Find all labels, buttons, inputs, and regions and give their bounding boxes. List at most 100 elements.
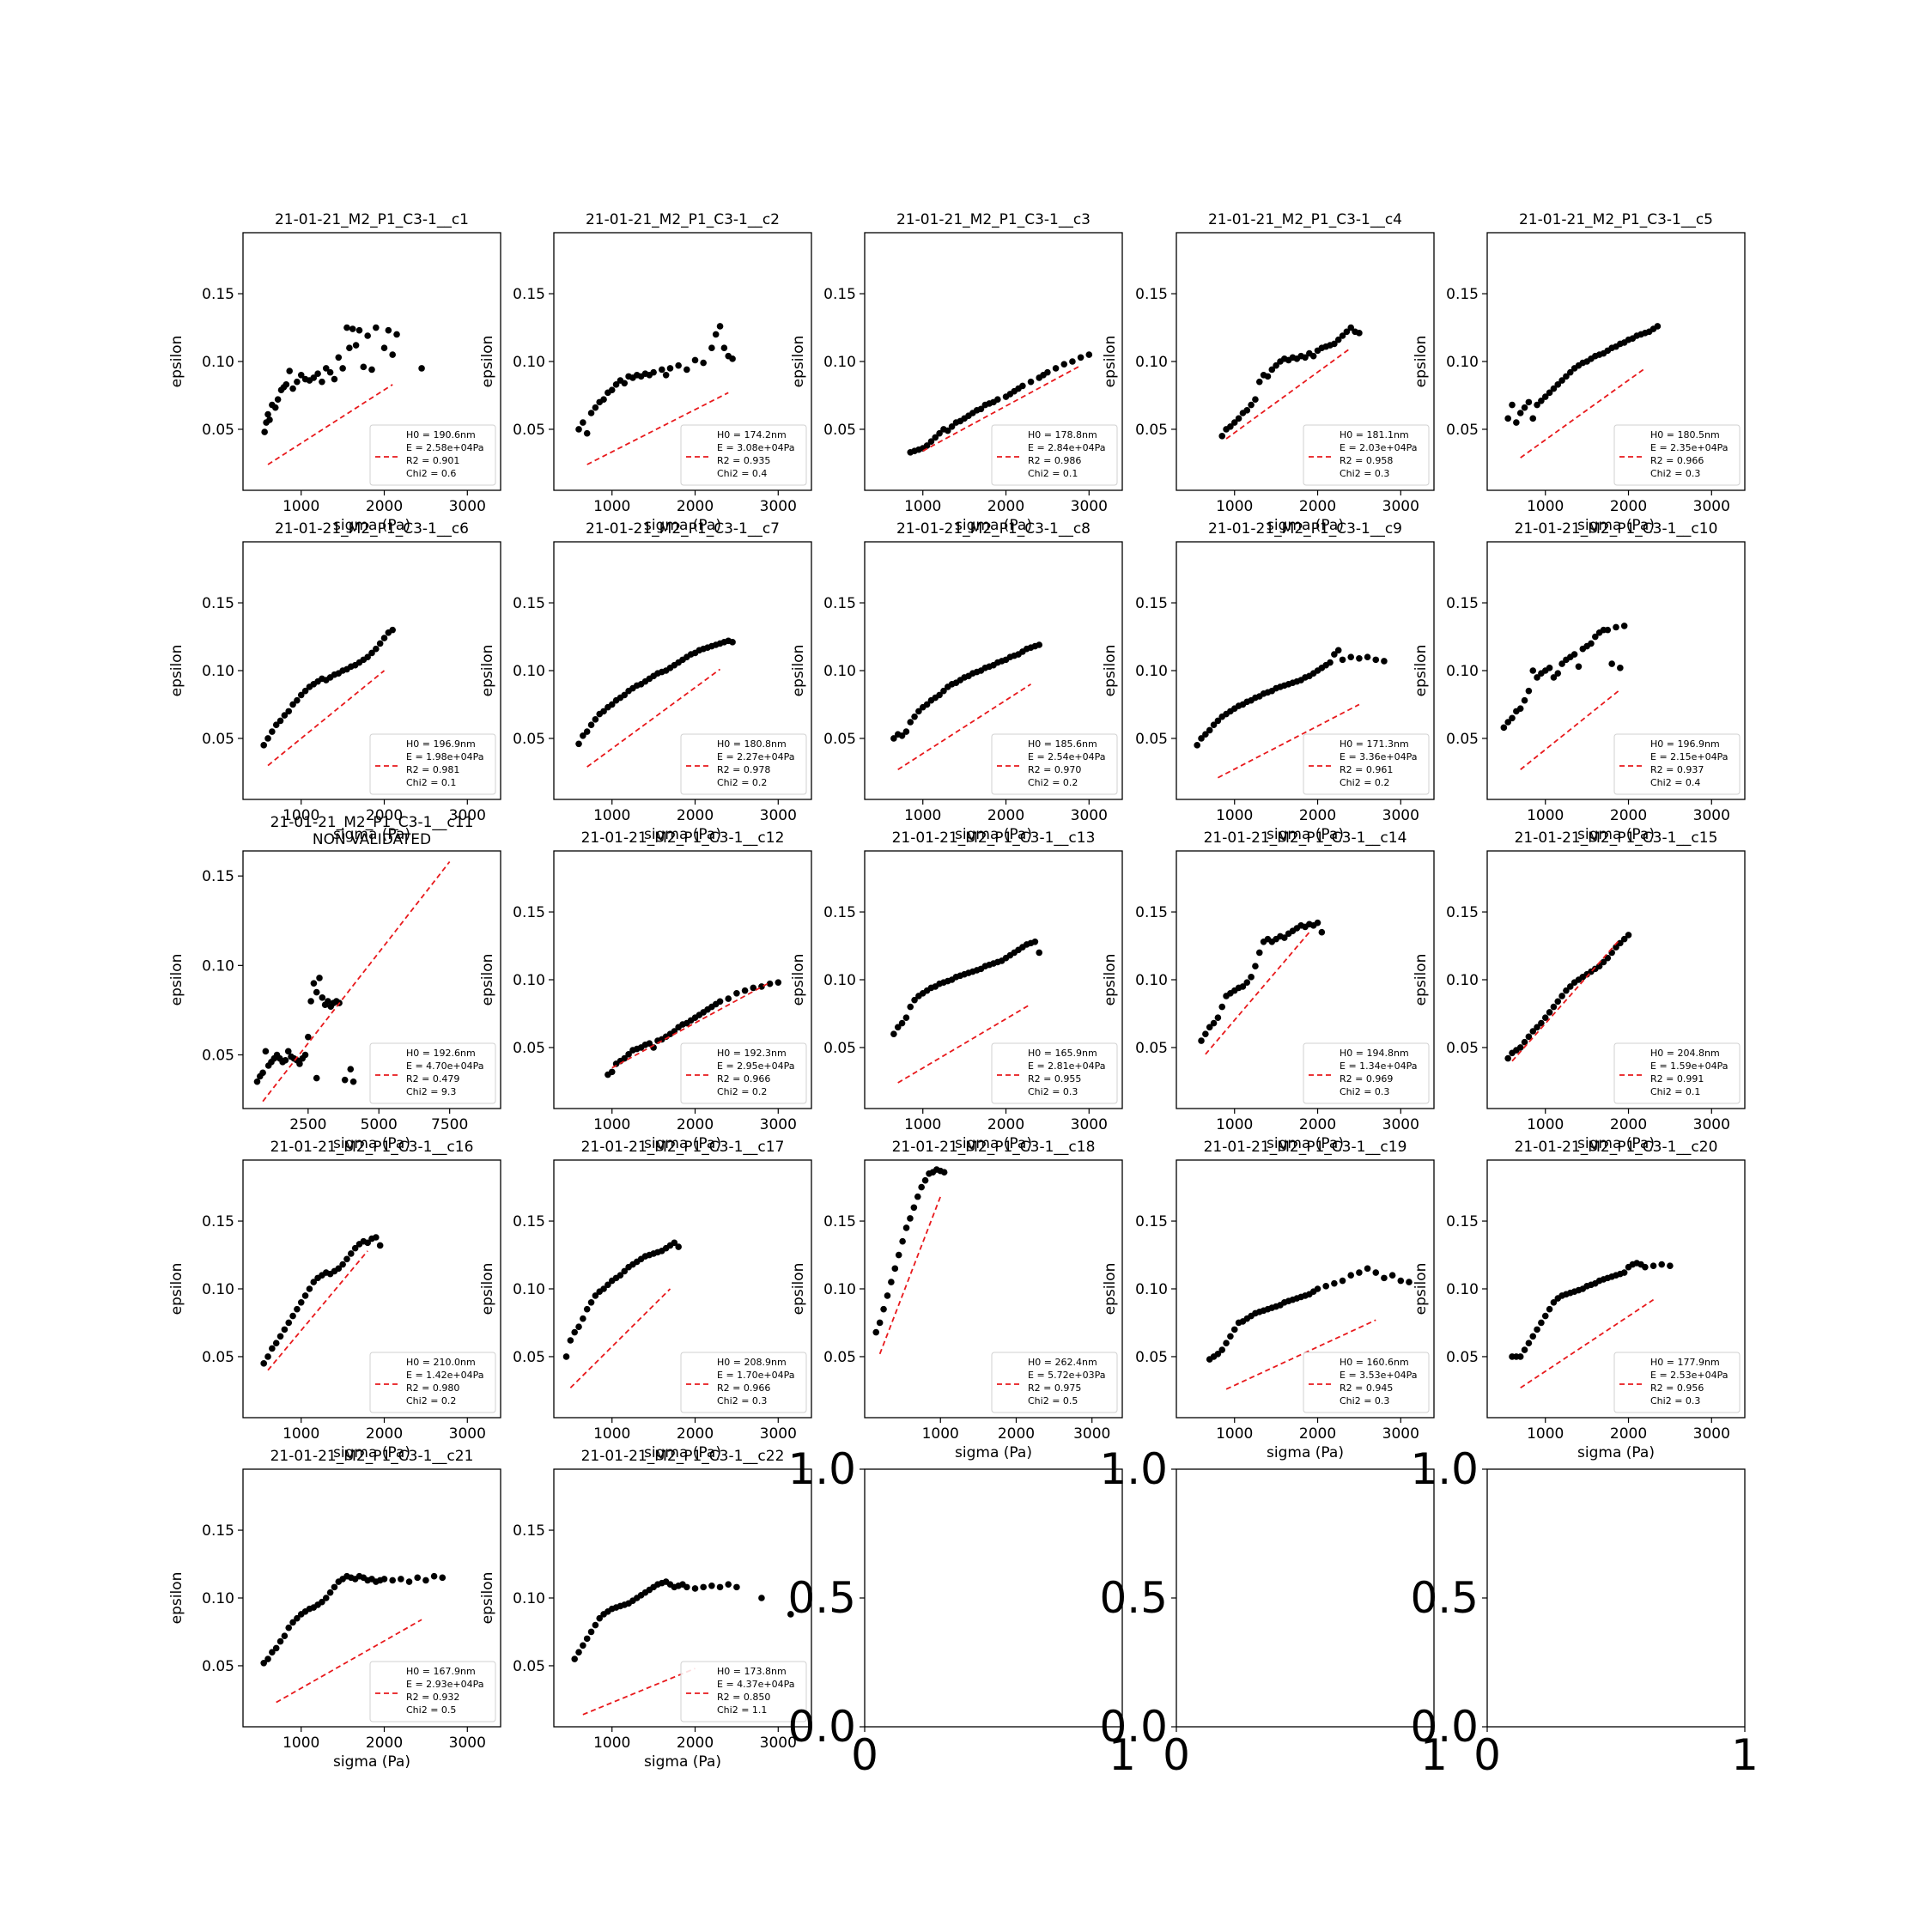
x-tick-label: 2500	[289, 1116, 326, 1133]
data-point	[289, 701, 296, 708]
x-axis-label: sigma (Pa)	[333, 1444, 410, 1461]
y-tick-label: 0.0	[787, 1702, 856, 1752]
data-point	[1356, 654, 1363, 662]
x-tick-label: 3000	[1382, 498, 1419, 515]
data-point	[1592, 633, 1599, 641]
legend-box	[1303, 1042, 1430, 1104]
data-point	[580, 1642, 586, 1649]
data-point	[1566, 983, 1574, 990]
legend-entry: E = 2.93e+04Pa	[406, 1679, 484, 1690]
legend-box	[369, 733, 496, 795]
legend-entry: H0 = 262.4nm	[1028, 1357, 1097, 1368]
data-point	[915, 708, 922, 715]
legend-entry: H0 = 178.8nm	[1028, 429, 1097, 440]
data-point	[313, 988, 320, 996]
legend-entry: H0 = 185.6nm	[1028, 738, 1097, 750]
plot-area	[571, 1578, 794, 1716]
legend-entry: H0 = 173.8nm	[717, 1666, 787, 1677]
data-point	[907, 1003, 914, 1011]
fit-line	[586, 668, 721, 768]
data-point	[310, 980, 318, 987]
data-point	[1347, 1272, 1355, 1279]
legend-entry: H0 = 204.8nm	[1650, 1048, 1720, 1059]
legend-box	[369, 424, 496, 486]
data-point	[393, 331, 400, 338]
data-point	[1558, 660, 1565, 667]
x-tick-label: 3000	[760, 1116, 797, 1133]
y-tick-label: 0.05	[823, 731, 856, 748]
x-tick-label: 3000	[760, 807, 797, 824]
y-tick-label: 0.10	[513, 1590, 545, 1607]
subplot-16: 21-01-21_M2_P1_C3-1__c16 1000 2000 3000 0.05…	[168, 1139, 501, 1461]
data-point	[787, 1611, 794, 1618]
legend-entry: R2 = 0.980	[406, 1382, 459, 1394]
data-point	[389, 626, 396, 634]
plot-area	[872, 1166, 948, 1355]
subplot-title: 21-01-21_M2_P1_C3-1__c19	[1204, 1139, 1407, 1156]
x-tick-label: 2000	[987, 807, 1024, 824]
data-point	[1268, 366, 1276, 374]
data-point	[1620, 623, 1628, 629]
fit-line	[267, 670, 386, 767]
data-point	[575, 1649, 582, 1656]
y-axis-label: epsilon	[1413, 954, 1430, 1006]
data-point	[289, 1619, 296, 1626]
subplot-title: 21-01-21_M2_P1_C3-1__c21	[270, 1448, 474, 1465]
data-point	[1214, 1014, 1222, 1022]
x-tick-label: 3000	[1693, 1425, 1730, 1443]
y-axis-label: epsilon	[168, 645, 185, 697]
data-point	[1069, 358, 1076, 365]
data-point	[1210, 1019, 1218, 1027]
y-tick-label: 0.10	[513, 354, 545, 371]
legend-entry: E = 5.72e+03Pa	[1028, 1370, 1106, 1381]
y-tick-label: 0.0	[1410, 1702, 1479, 1752]
data-point	[1227, 1333, 1234, 1340]
x-tick-label: 3000	[1382, 807, 1419, 824]
y-tick-label: 0.10	[1446, 1281, 1479, 1298]
data-point	[1613, 944, 1619, 951]
x-tick-label: 0	[1473, 1730, 1501, 1780]
x-tick-label: 3000	[1073, 1425, 1110, 1443]
data-point	[1388, 1272, 1396, 1279]
x-tick-label: 0	[1163, 1730, 1190, 1780]
data-point	[1620, 1269, 1628, 1276]
y-tick-label: 0.05	[823, 1040, 856, 1057]
x-tick-label: 1000	[1527, 1425, 1564, 1443]
x-axis-label: sigma (Pa)	[1267, 1444, 1344, 1461]
legend-entry: H0 = 181.1nm	[1340, 429, 1409, 440]
data-point	[260, 742, 267, 749]
x-tick-label: 2000	[1610, 1116, 1647, 1133]
legend-entry: Chi2 = 0.3	[1650, 1395, 1700, 1406]
data-point	[1372, 656, 1380, 664]
data-point	[1554, 998, 1562, 1005]
data-point	[1334, 336, 1342, 343]
x-tick-label: 2000	[1299, 1425, 1336, 1443]
x-tick-label: 2000	[677, 807, 714, 824]
data-point	[1525, 1033, 1533, 1041]
data-point	[571, 1656, 578, 1662]
fit-line	[1520, 1298, 1655, 1389]
legend-entry: E = 1.42e+04Pa	[406, 1370, 484, 1381]
x-tick-label: 3000	[1693, 1116, 1730, 1133]
x-tick-label: 2000	[677, 1735, 714, 1752]
x-tick-label: 1000	[593, 807, 630, 824]
subplot-19: 21-01-21_M2_P1_C3-1__c19 1000 2000 3000 0.05…	[1102, 1139, 1435, 1461]
data-point	[339, 365, 346, 372]
data-point	[1500, 724, 1508, 732]
data-point	[1558, 993, 1565, 999]
data-point	[621, 691, 629, 699]
data-point	[269, 1345, 276, 1352]
data-point	[608, 1068, 616, 1076]
data-point	[1230, 419, 1238, 426]
legend-entry: E = 1.98e+04Pa	[406, 751, 484, 762]
data-point	[1281, 934, 1288, 941]
data-point	[914, 1193, 921, 1200]
data-point	[331, 375, 338, 383]
x-tick-label: 3000	[760, 498, 797, 515]
data-point	[1194, 742, 1200, 749]
data-point	[617, 1272, 624, 1279]
plot-area	[1198, 919, 1326, 1055]
axes-frame	[1486, 1468, 1746, 1728]
x-tick-label: 2000	[987, 1116, 1024, 1133]
data-point	[921, 1176, 929, 1184]
